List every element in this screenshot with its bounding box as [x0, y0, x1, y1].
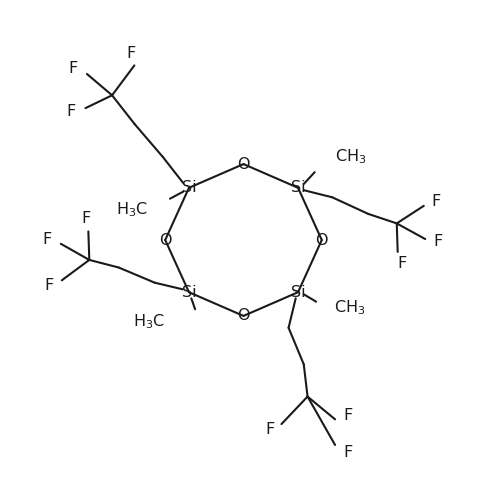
Text: Si: Si [182, 180, 196, 195]
Text: Si: Si [291, 285, 305, 300]
Text: O: O [159, 232, 171, 248]
Text: F: F [344, 444, 353, 459]
Text: F: F [44, 277, 53, 293]
Text: $\mathrm{H_3C}$: $\mathrm{H_3C}$ [115, 200, 148, 218]
Text: F: F [67, 105, 76, 120]
Text: F: F [42, 231, 51, 247]
Text: F: F [434, 234, 443, 249]
Text: F: F [265, 422, 274, 437]
Text: Si: Si [291, 180, 305, 195]
Text: $\mathrm{CH_3}$: $\mathrm{CH_3}$ [334, 299, 366, 317]
Text: F: F [68, 61, 77, 76]
Text: $\mathrm{H_3C}$: $\mathrm{H_3C}$ [133, 313, 165, 331]
Text: O: O [316, 232, 328, 248]
Text: F: F [431, 193, 440, 209]
Text: F: F [398, 256, 407, 271]
Text: F: F [344, 408, 353, 423]
Text: O: O [237, 309, 250, 324]
Text: F: F [126, 46, 135, 61]
Text: O: O [237, 156, 250, 171]
Text: F: F [81, 211, 91, 226]
Text: $\mathrm{CH_3}$: $\mathrm{CH_3}$ [335, 148, 366, 167]
Text: Si: Si [182, 285, 196, 300]
